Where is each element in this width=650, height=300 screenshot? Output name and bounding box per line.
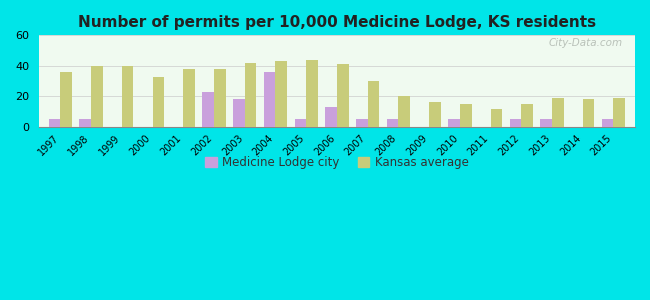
- Bar: [552, 98, 564, 127]
- Bar: [387, 119, 398, 127]
- Bar: [294, 119, 306, 127]
- Bar: [510, 119, 521, 127]
- Bar: [368, 81, 380, 127]
- Bar: [521, 104, 533, 127]
- Bar: [491, 109, 502, 127]
- Bar: [460, 104, 471, 127]
- Bar: [429, 103, 441, 127]
- Bar: [398, 96, 410, 127]
- Bar: [540, 119, 552, 127]
- Bar: [214, 69, 226, 127]
- Bar: [356, 119, 368, 127]
- Bar: [49, 119, 60, 127]
- Bar: [91, 66, 103, 127]
- Legend: Medicine Lodge city, Kansas average: Medicine Lodge city, Kansas average: [200, 152, 474, 174]
- Bar: [614, 98, 625, 127]
- Title: Number of permits per 10,000 Medicine Lodge, KS residents: Number of permits per 10,000 Medicine Lo…: [78, 15, 596, 30]
- Bar: [122, 66, 133, 127]
- Bar: [60, 72, 72, 127]
- Bar: [79, 119, 91, 127]
- Bar: [153, 76, 164, 127]
- Bar: [602, 119, 614, 127]
- Bar: [276, 61, 287, 127]
- Bar: [583, 99, 595, 127]
- Bar: [448, 119, 460, 127]
- Bar: [306, 60, 318, 127]
- Bar: [245, 63, 256, 127]
- Bar: [202, 92, 214, 127]
- Bar: [337, 64, 348, 127]
- Bar: [325, 107, 337, 127]
- Bar: [264, 72, 276, 127]
- Text: City-Data.com: City-Data.com: [549, 38, 623, 48]
- Bar: [233, 99, 245, 127]
- Bar: [183, 69, 195, 127]
